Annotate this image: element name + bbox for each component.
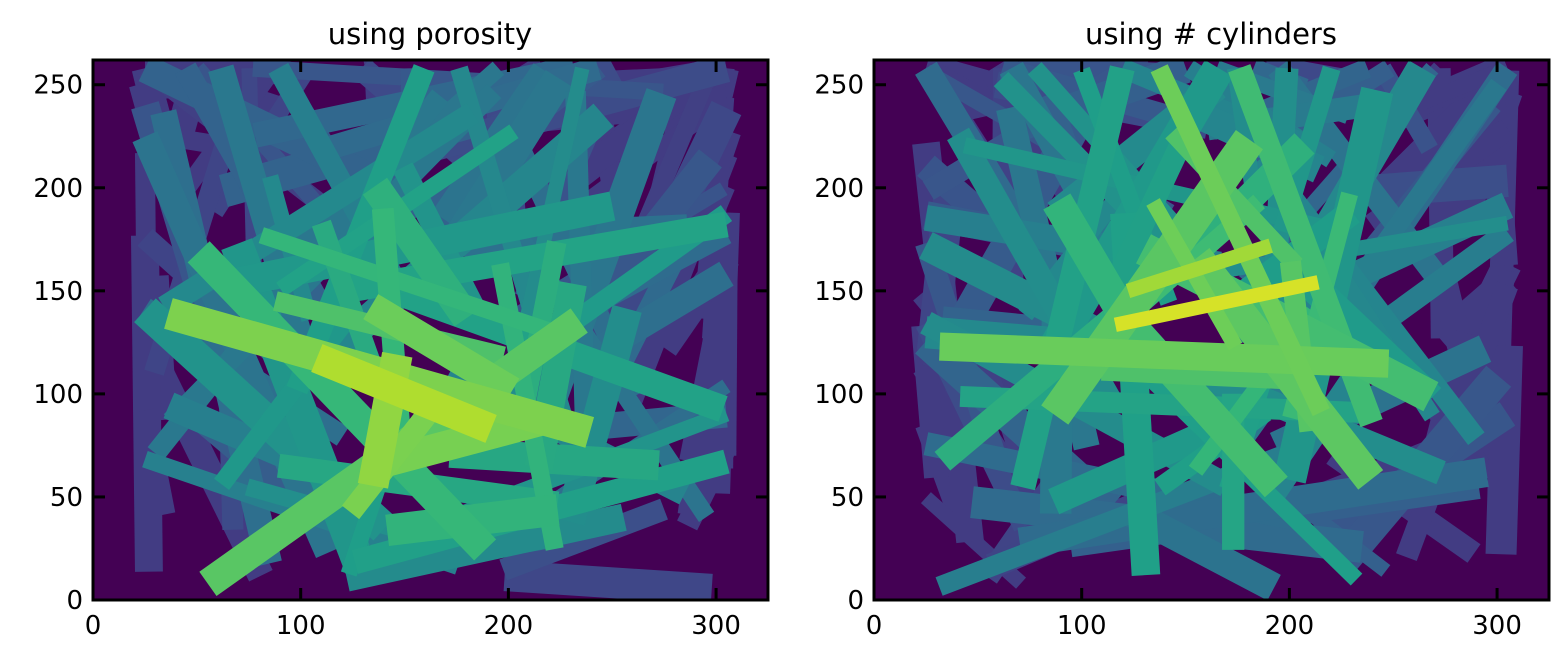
fiber-stroke: [1485, 345, 1523, 555]
y-axis: 0 50 100 150 200 250: [814, 71, 864, 616]
fiber-stroke: [1150, 64, 1330, 417]
x-tick-label: 100: [276, 611, 326, 641]
y-tick-label: 150: [814, 277, 864, 307]
panel-porosity: using porosity 0 100 200 300 0 50 100 150 200 25…: [33, 17, 770, 641]
y-tick-label: 200: [814, 174, 864, 204]
fiber-stroke: [939, 332, 1390, 378]
fiber-layer: [911, 60, 1523, 600]
fiber-stroke: [1010, 65, 1135, 491]
y-tick-label: 0: [847, 586, 864, 616]
x-tick-label: 0: [866, 611, 883, 641]
tick-layer: [872, 60, 1549, 602]
fiber-stroke: [187, 241, 497, 561]
fiber-stroke: [133, 334, 273, 582]
x-tick-label: 200: [484, 611, 534, 641]
x-axis: 0 100 200 300: [866, 611, 1522, 641]
fiber-stroke: [1099, 142, 1190, 302]
y-axis: 0 50 100 150 200 250: [33, 71, 83, 616]
fiber-stroke: [258, 227, 573, 346]
y-tick-label: 250: [814, 71, 864, 101]
y-tick-label: 100: [33, 380, 83, 410]
x-tick-label: 200: [1265, 611, 1315, 641]
fiber-stroke: [503, 560, 713, 600]
x-tick-label: 100: [1057, 611, 1107, 641]
y-tick-label: 50: [831, 483, 864, 513]
y-tick-label: 100: [814, 380, 864, 410]
fiber-stroke: [311, 344, 497, 443]
x-tick-label: 0: [85, 611, 102, 641]
x-tick-label: 300: [1472, 611, 1522, 641]
panel-title: using porosity: [328, 17, 532, 51]
y-tick-label: 150: [33, 277, 83, 307]
fiber-stroke: [208, 64, 326, 387]
y-tick-label: 250: [33, 71, 83, 101]
y-tick-label: 50: [50, 483, 83, 513]
x-tick-label: 300: [691, 611, 741, 641]
fiber-stroke: [1125, 238, 1273, 298]
fiber-stroke: [363, 294, 520, 404]
fiber-layer: [129, 60, 742, 600]
fiber-stroke: [555, 304, 642, 526]
y-tick-label: 200: [33, 174, 83, 204]
plot-frame: [91, 58, 770, 602]
panel-cylinders: using # cylinders 0 100 200 300 0 50 100 150 20…: [814, 17, 1551, 641]
x-axis: 0 100 200 300: [85, 611, 741, 641]
fiber-stroke: [1113, 275, 1320, 332]
y-tick-label: 0: [66, 586, 83, 616]
fiber-stroke: [130, 235, 163, 572]
tick-layer: [91, 60, 768, 602]
plot-frame: [872, 58, 1551, 602]
panel-title: using # cylinders: [1085, 17, 1337, 51]
